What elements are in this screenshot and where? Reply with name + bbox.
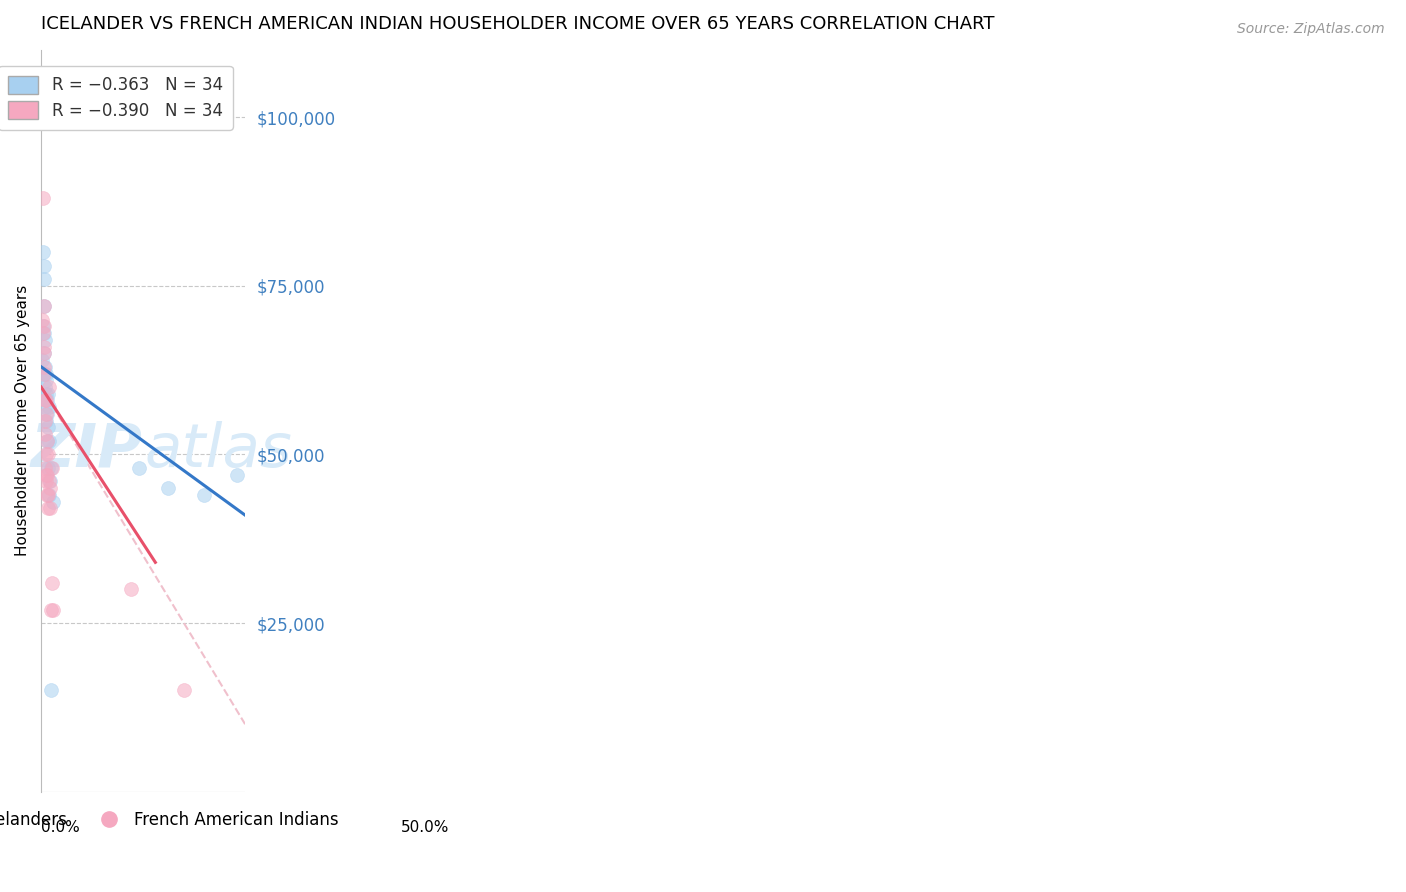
Point <box>34 467 56 482</box>
Point <box>173 683 195 698</box>
Point <box>32 346 55 360</box>
Point <box>38 481 60 495</box>
Point <box>32 359 55 374</box>
Text: 50.0%: 50.0% <box>401 821 449 836</box>
Point <box>34 380 56 394</box>
Point <box>35 393 58 408</box>
Point <box>34 333 56 347</box>
Point <box>38 434 60 448</box>
Point <box>32 319 55 334</box>
Point <box>37 447 59 461</box>
Point <box>35 386 58 401</box>
Point <box>34 447 56 461</box>
Point <box>31 312 53 326</box>
Point <box>39 602 62 616</box>
Point <box>31 353 53 368</box>
Point <box>35 434 58 448</box>
Point <box>34 373 56 387</box>
Point <box>32 299 55 313</box>
Point <box>35 393 58 408</box>
Point <box>34 461 56 475</box>
Text: atlas: atlas <box>145 421 292 480</box>
Point <box>42 602 65 616</box>
Point <box>37 461 59 475</box>
Point <box>34 346 56 360</box>
Point <box>39 683 62 698</box>
Point <box>41 461 63 475</box>
Point <box>42 494 65 508</box>
Point <box>34 367 56 381</box>
Point <box>193 488 215 502</box>
Point <box>35 488 58 502</box>
Point <box>226 467 249 482</box>
Point <box>35 367 58 381</box>
Y-axis label: Householder Income Over 65 years: Householder Income Over 65 years <box>15 285 30 557</box>
Point <box>32 319 55 334</box>
Point <box>37 488 59 502</box>
Text: Source: ZipAtlas.com: Source: ZipAtlas.com <box>1237 22 1385 37</box>
Point <box>38 401 60 415</box>
Point <box>37 467 59 482</box>
Point <box>128 461 150 475</box>
Point <box>31 245 53 260</box>
Point <box>38 475 60 489</box>
Point <box>31 191 53 205</box>
Point <box>37 407 59 421</box>
Point <box>32 326 55 340</box>
Point <box>38 380 60 394</box>
Point <box>34 340 56 354</box>
Point <box>35 407 58 421</box>
Point <box>34 367 56 381</box>
Text: 0.0%: 0.0% <box>41 821 80 836</box>
Point <box>37 386 59 401</box>
Point <box>34 393 56 408</box>
Point <box>34 359 56 374</box>
Point <box>156 481 179 495</box>
Text: ZIP: ZIP <box>30 421 142 480</box>
Point <box>38 488 60 502</box>
Point <box>35 475 58 489</box>
Point <box>39 501 62 516</box>
Point <box>37 420 59 434</box>
Point <box>32 299 55 313</box>
Point <box>34 427 56 442</box>
Text: ICELANDER VS FRENCH AMERICAN INDIAN HOUSEHOLDER INCOME OVER 65 YEARS CORRELATION: ICELANDER VS FRENCH AMERICAN INDIAN HOUS… <box>41 15 994 33</box>
Point <box>37 501 59 516</box>
Point <box>41 575 63 590</box>
Point <box>34 401 56 415</box>
Legend: Icelanders, French American Indians: Icelanders, French American Indians <box>0 804 344 835</box>
Point <box>34 414 56 428</box>
Point <box>37 434 59 448</box>
Point <box>39 475 62 489</box>
Point <box>39 461 62 475</box>
Point <box>120 582 142 597</box>
Point <box>35 414 58 428</box>
Point <box>32 259 55 273</box>
Point <box>32 272 55 286</box>
Point <box>32 326 55 340</box>
